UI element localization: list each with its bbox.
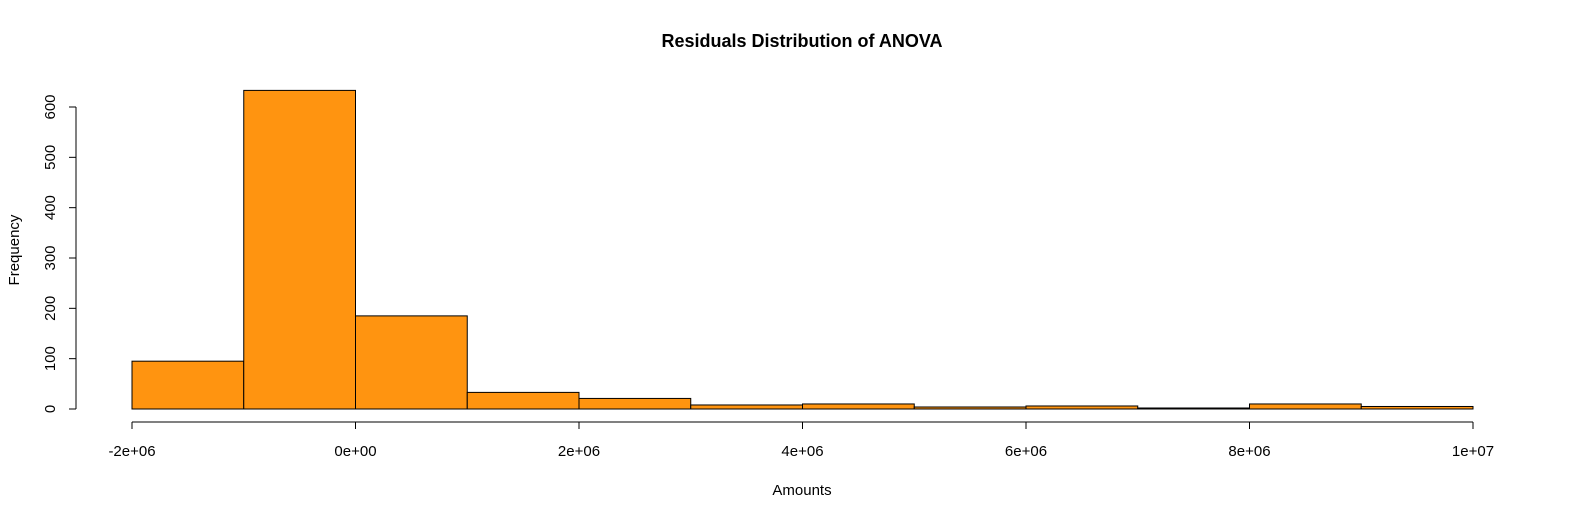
x-axis: -2e+06 0e+00 2e+06 4e+06 6e+06 8e+06 1e+07 bbox=[108, 421, 1494, 460]
x-tick-label: 6e+06 bbox=[1005, 443, 1047, 460]
x-tick-label: 1e+07 bbox=[1452, 443, 1494, 460]
histogram-bar-1 bbox=[131, 360, 245, 410]
histogram-bar-6 bbox=[690, 404, 803, 410]
bars-group bbox=[131, 89, 1474, 410]
histogram-bar-12 bbox=[1360, 405, 1474, 410]
histogram-bar-3 bbox=[355, 315, 468, 410]
y-tick-label: 200 bbox=[42, 296, 59, 321]
x-tick-label: -2e+06 bbox=[108, 443, 155, 460]
x-tick-label: 0e+00 bbox=[334, 443, 376, 460]
y-axis-label: Frequency bbox=[6, 214, 23, 285]
x-tick-label: 2e+06 bbox=[558, 443, 600, 460]
histogram-bar-7 bbox=[802, 403, 915, 410]
x-tick-label: 8e+06 bbox=[1228, 443, 1270, 460]
y-axis: 0 100 200 300 400 500 600 bbox=[42, 94, 77, 413]
histogram-bar-11 bbox=[1249, 403, 1362, 410]
y-tick-label: 600 bbox=[42, 94, 59, 119]
chart-title: Residuals Distribution of ANOVA bbox=[661, 31, 942, 51]
histogram-bar-10 bbox=[1137, 407, 1250, 410]
x-tick-label: 4e+06 bbox=[781, 443, 823, 460]
histogram-bar-9 bbox=[1025, 405, 1139, 410]
histogram-bar-2 bbox=[243, 89, 356, 410]
histogram-bar-8 bbox=[913, 406, 1027, 410]
histogram-bar-4 bbox=[466, 391, 580, 410]
y-tick-label: 100 bbox=[42, 346, 59, 371]
y-tick-label: 300 bbox=[42, 245, 59, 270]
x-axis-label: Amounts bbox=[772, 482, 831, 499]
y-tick-label: 500 bbox=[42, 145, 59, 170]
y-tick-label: 0 bbox=[42, 405, 59, 413]
histogram-bar-5 bbox=[578, 397, 692, 410]
y-tick-label: 400 bbox=[42, 195, 59, 220]
